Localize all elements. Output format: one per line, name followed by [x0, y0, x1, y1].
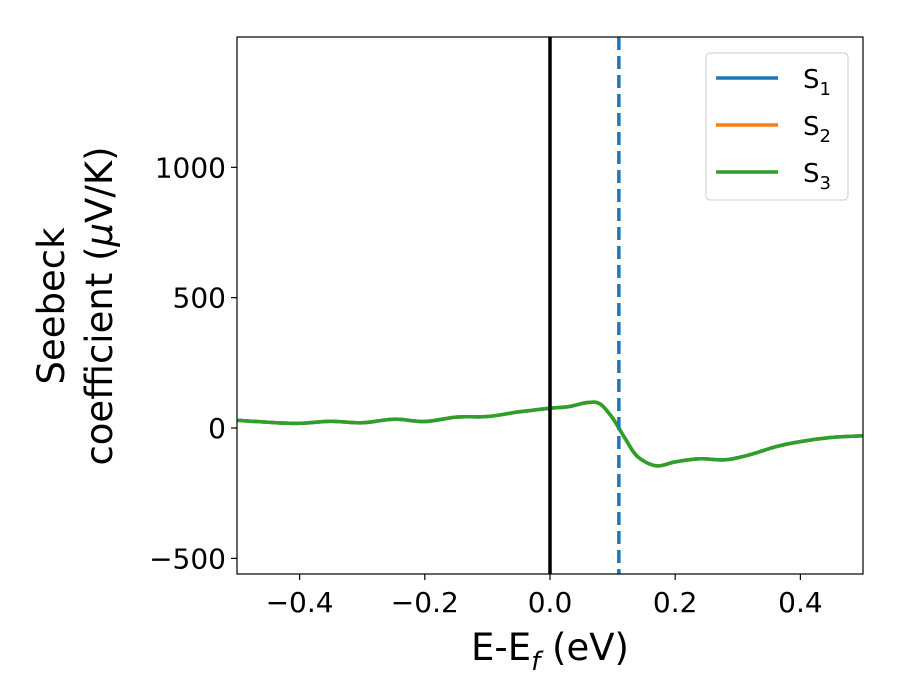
legend-label-s2: S2 [803, 112, 831, 147]
x-axis-label: E-Ef (eV) [471, 626, 629, 677]
x-tick-label: 0.2 [653, 586, 698, 619]
x-tick-label: −0.4 [266, 586, 334, 619]
y-ticks: −500 0 500 1000 [149, 151, 237, 575]
y-axis-label-line2: coefficient (μV/K) [78, 146, 121, 465]
y-axis-label: Seebeck coefficient (μV/K) [30, 146, 121, 465]
x-tick-label: 0.0 [528, 586, 573, 619]
series-line-s3 [237, 400, 863, 468]
x-tick-label: 0.4 [778, 586, 823, 619]
series-layer [237, 400, 863, 468]
x-tick-label: −0.2 [391, 586, 459, 619]
y-tick-label: 1000 [155, 151, 226, 184]
x-ticks: −0.4 −0.2 0.0 0.2 0.4 [266, 574, 823, 619]
vline-layer [548, 37, 621, 574]
legend-label-s3: S3 [803, 159, 831, 194]
y-tick-label: 0 [208, 412, 226, 445]
legend-label-s1: S1 [803, 65, 831, 100]
y-tick-label: 500 [173, 282, 226, 315]
legend: S1 S2 S3 [705, 52, 849, 201]
y-axis-label-line1: Seebeck [30, 227, 73, 385]
y-tick-label: −500 [149, 542, 226, 575]
